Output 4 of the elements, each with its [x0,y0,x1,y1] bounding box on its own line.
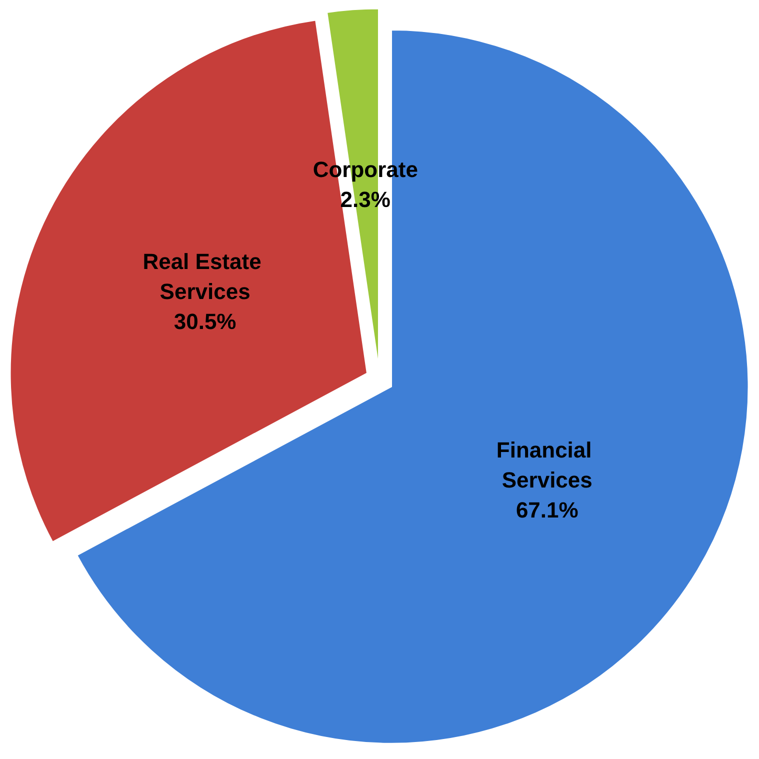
slice-label: Financial Services [496,437,598,492]
data-label: 67.1% [516,497,578,522]
slice-label: Real Estate Services [142,249,268,304]
data-label: 30.5% [174,309,236,334]
